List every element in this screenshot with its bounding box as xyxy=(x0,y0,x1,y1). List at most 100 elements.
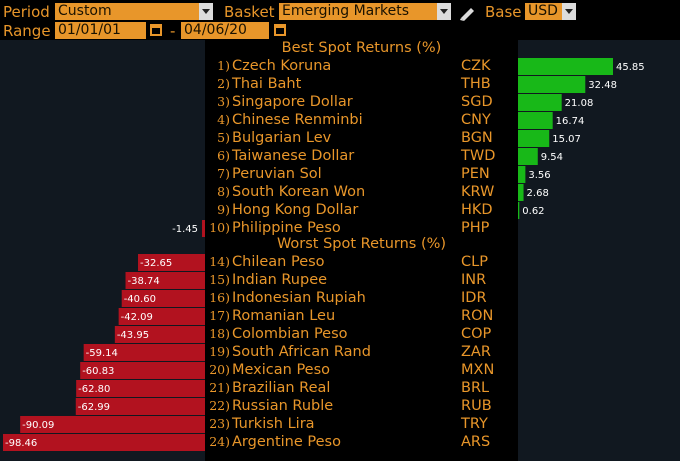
list-item[interactable]: 24) Argentine Peso ARS xyxy=(205,433,518,451)
list-item[interactable]: 16) Indonesian Rupiah IDR xyxy=(205,289,518,307)
basket-chevron-down-icon[interactable] xyxy=(437,3,451,20)
value-label: -38.74 xyxy=(128,276,160,287)
start-calendar-icon[interactable] xyxy=(150,24,162,36)
value-label: -90.09 xyxy=(22,420,54,431)
currency-name: Chinese Renminbi xyxy=(232,112,363,128)
currency-code: BRL xyxy=(461,380,490,396)
bar-twd xyxy=(518,148,538,165)
rank-label: 4) xyxy=(217,112,230,127)
currency-code: HKD xyxy=(461,202,493,218)
currency-name: South Korean Won xyxy=(232,184,366,200)
worst-returns-title: Worst Spot Returns (%) xyxy=(276,236,447,252)
rank-label: 23) xyxy=(209,416,230,431)
value-label: -40.60 xyxy=(124,294,156,305)
list-item[interactable]: 6) Taiwanese Dollar TWD xyxy=(205,147,518,165)
list-item[interactable]: 2) Thai Baht THB xyxy=(205,75,518,93)
list-item[interactable]: 1) Czech Koruna CZK xyxy=(205,57,518,75)
list-item[interactable]: 23) Turkish Lira TRY xyxy=(205,415,518,433)
currency-code: PEN xyxy=(461,166,490,182)
value-label: -1.45 xyxy=(172,224,198,235)
currency-name: Colombian Peso xyxy=(232,326,348,342)
rank-label: 19) xyxy=(209,344,230,359)
currency-name: Philippine Peso xyxy=(232,220,341,236)
rank-label: 21) xyxy=(209,380,230,395)
rank-label: 10) xyxy=(209,220,230,235)
value-label: 15.07 xyxy=(552,134,581,145)
bar-hkd xyxy=(518,202,520,219)
bar-bgn xyxy=(518,130,550,147)
list-item[interactable]: 22) Russian Ruble RUB xyxy=(205,397,518,415)
period-dropdown[interactable]: Custom xyxy=(55,3,199,20)
list-item[interactable]: 18) Colombian Peso COP xyxy=(205,325,518,343)
start-date-input[interactable]: 01/01/01 xyxy=(55,22,146,39)
end-date-input[interactable]: 04/06/20 xyxy=(181,22,269,39)
list-item[interactable]: 7) Peruvian Sol PEN xyxy=(205,165,518,183)
list-item[interactable]: 3) Singapore Dollar SGD xyxy=(205,93,518,111)
rank-label: 9) xyxy=(217,202,230,217)
rank-label: 5) xyxy=(217,130,230,145)
bar-ars xyxy=(3,434,205,451)
value-label: -59.14 xyxy=(86,348,118,359)
currency-code: BGN xyxy=(461,130,493,146)
currency-code: KRW xyxy=(461,184,495,200)
base-chevron-down-icon[interactable] xyxy=(562,3,576,20)
list-item[interactable]: 19) South African Rand ZAR xyxy=(205,343,518,361)
basket-label: Basket xyxy=(224,3,275,21)
rank-label: 24) xyxy=(209,434,230,449)
currency-list-column xyxy=(205,40,518,461)
rank-label: 16) xyxy=(209,290,230,305)
rank-label: 18) xyxy=(209,326,230,341)
value-label: -98.46 xyxy=(5,438,37,449)
currency-name: Romanian Leu xyxy=(232,308,336,324)
currency-name: Singapore Dollar xyxy=(232,94,353,110)
bar-mxn xyxy=(80,362,205,379)
list-item[interactable]: 15) Indian Rupee INR xyxy=(205,271,518,289)
bar-php xyxy=(202,220,205,237)
bar-try xyxy=(20,416,206,433)
base-currency-dropdown[interactable]: USD xyxy=(525,3,562,20)
best-returns-title: Best Spot Returns (%) xyxy=(281,40,442,56)
list-item[interactable]: 20) Mexican Peso MXN xyxy=(205,361,518,379)
list-item[interactable]: 17) Romanian Leu RON xyxy=(205,307,518,325)
currency-code: COP xyxy=(461,326,492,342)
bar-ron xyxy=(118,308,205,325)
currency-code: THB xyxy=(461,76,491,92)
value-label: -43.95 xyxy=(117,330,149,341)
currency-name: Indonesian Rupiah xyxy=(232,290,366,306)
value-label: 32.48 xyxy=(588,80,617,91)
period-label: Period xyxy=(3,3,50,21)
list-item[interactable]: 10) Philippine Peso PHP xyxy=(205,219,518,237)
currency-name: Russian Ruble xyxy=(232,398,334,414)
currency-name: Indian Rupee xyxy=(232,272,328,288)
currency-name: South African Rand xyxy=(232,344,371,360)
list-item[interactable]: 14) Chilean Peso CLP xyxy=(205,253,518,271)
currency-code: INR xyxy=(461,272,487,288)
bar-zar xyxy=(83,344,205,361)
rank-label: 17) xyxy=(209,308,230,323)
currency-name: Mexican Peso xyxy=(232,362,331,378)
value-label: -42.09 xyxy=(121,312,153,323)
value-label: -62.80 xyxy=(78,384,110,395)
list-item[interactable]: 21) Brazilian Real BRL xyxy=(205,379,518,397)
currency-name: Peruvian Sol xyxy=(232,166,322,182)
basket-dropdown[interactable]: Emerging Markets xyxy=(279,3,437,20)
list-item[interactable]: 5) Bulgarian Lev BGN xyxy=(205,129,518,147)
period-chevron-down-icon[interactable] xyxy=(199,3,213,20)
bar-cny xyxy=(518,112,553,129)
value-label: 9.54 xyxy=(541,152,563,163)
currency-code: PHP xyxy=(461,220,490,236)
currency-code: TWD xyxy=(461,148,496,164)
currency-name: Hong Kong Dollar xyxy=(232,202,359,218)
list-item[interactable]: 4) Chinese Renminbi CNY xyxy=(205,111,518,129)
currency-name: Czech Koruna xyxy=(232,58,332,74)
list-item[interactable]: 9) Hong Kong Dollar HKD xyxy=(205,201,518,219)
currency-code: MXN xyxy=(461,362,495,378)
value-label: 3.56 xyxy=(528,170,550,181)
currency-code: SGD xyxy=(461,94,493,110)
end-calendar-icon[interactable] xyxy=(274,24,286,36)
bar-thb xyxy=(518,76,586,93)
currency-name: Chilean Peso xyxy=(232,254,325,270)
list-item[interactable]: 8) South Korean Won KRW xyxy=(205,183,518,201)
currency-code: ARS xyxy=(461,434,491,450)
